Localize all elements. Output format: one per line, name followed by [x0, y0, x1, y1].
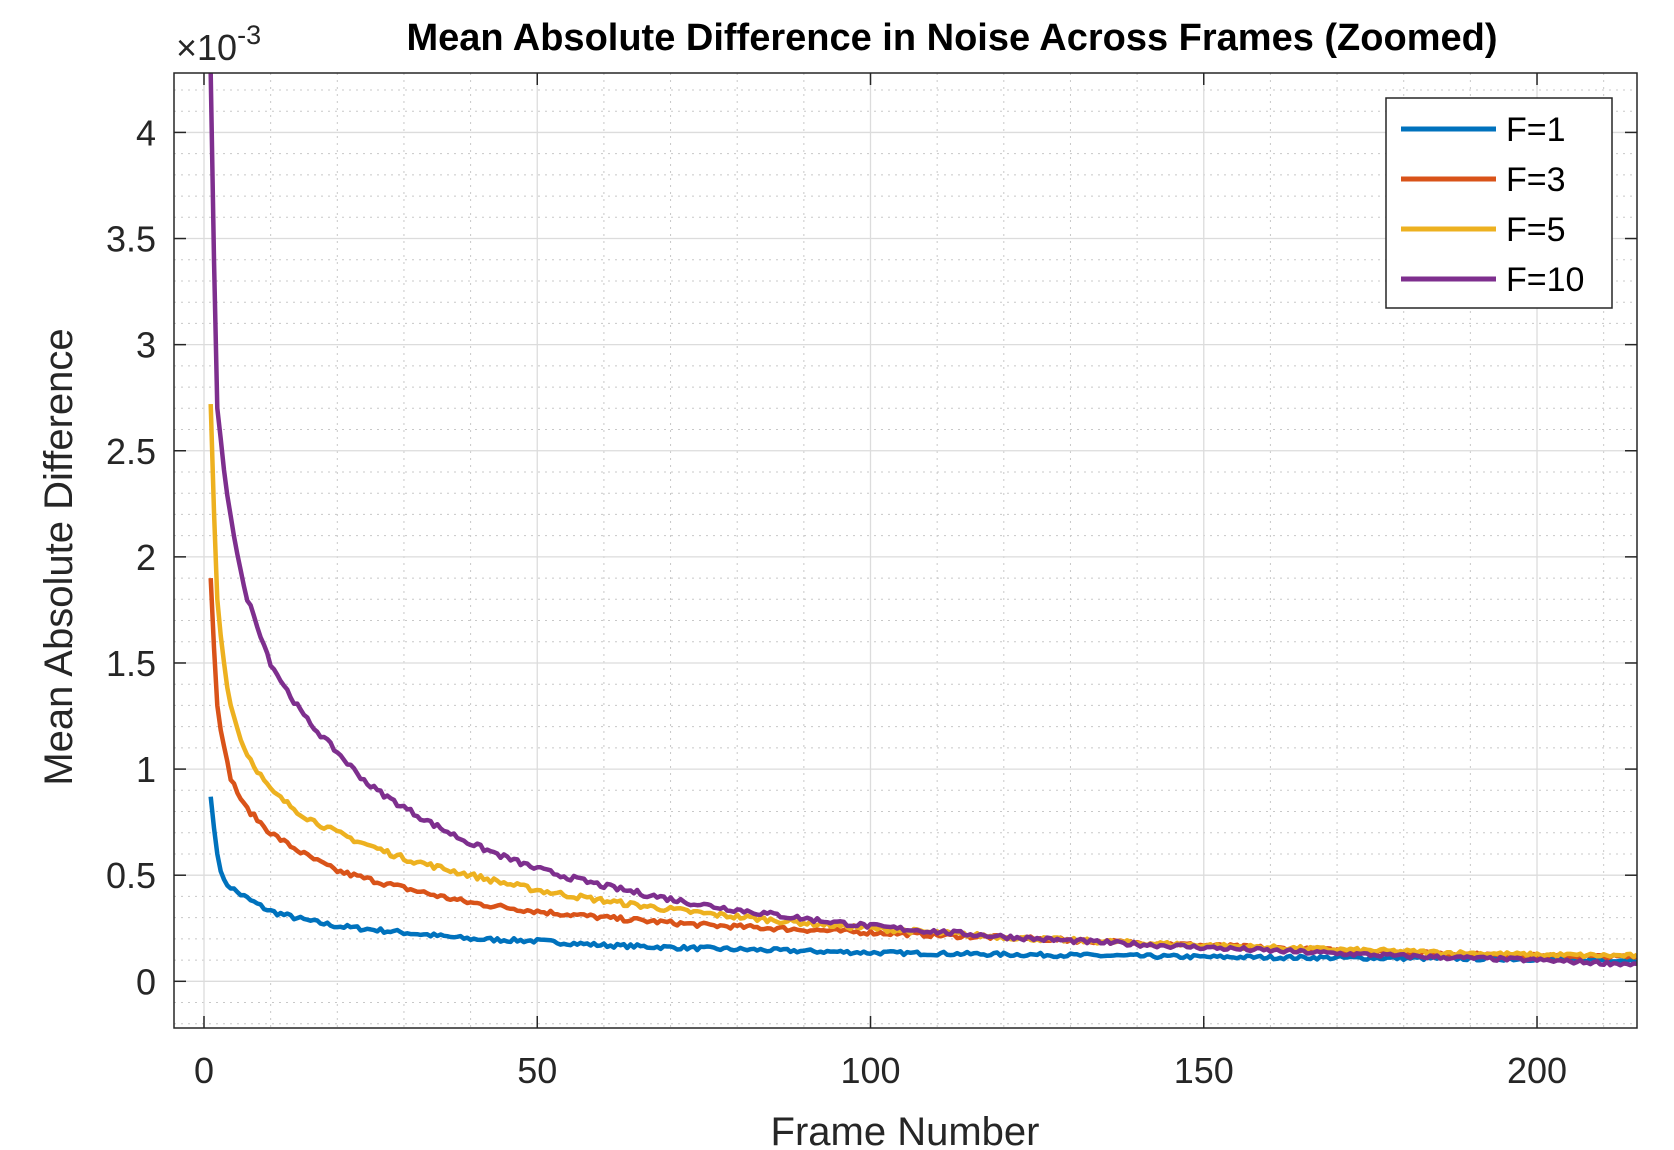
y-tick-label: 3.5	[106, 219, 156, 260]
x-tick-label: 100	[840, 1050, 900, 1091]
y-tick-label: 1.5	[106, 643, 156, 684]
series-lines	[208, 73, 1637, 968]
tick-labels: 0 50 100 150 200 0 0.5 1 1.5 2 2.5 3 3.5 4	[106, 112, 1567, 1091]
y-tick-label: 3	[136, 325, 156, 366]
y-tick-label: 0.5	[106, 855, 156, 896]
series-line-f1	[208, 796, 1637, 964]
legend-label: F=5	[1506, 211, 1566, 249]
exponent-base: ×10	[176, 27, 237, 68]
y-axis-label: Mean Absolute Difference	[37, 328, 81, 785]
series-line-f10	[208, 73, 1637, 968]
svg-text:×10-3: ×10-3	[176, 20, 261, 68]
exponent-power: -3	[237, 20, 261, 50]
x-tick-label: 50	[517, 1050, 557, 1091]
legend-label: F=1	[1506, 111, 1566, 149]
y-tick-label: 2	[136, 537, 156, 578]
y-tick-label: 4	[136, 112, 156, 153]
chart-title: Mean Absolute Difference in Noise Across…	[407, 17, 1498, 59]
x-tick-label: 200	[1507, 1050, 1567, 1091]
x-tick-label: 0	[194, 1050, 214, 1091]
legend-box	[1385, 97, 1613, 309]
y-tick-label: 1	[136, 749, 156, 790]
legend: F=1 F=3 F=5 F=10	[1385, 97, 1613, 309]
legend-label: F=10	[1506, 261, 1584, 299]
axis-exponent: ×10-3	[176, 20, 261, 68]
x-axis-label: Frame Number	[771, 1110, 1040, 1150]
axes-frame	[173, 72, 1638, 1029]
y-tick-label: 2.5	[106, 431, 156, 472]
y-tick-label: 0	[136, 961, 156, 1002]
legend-label: F=3	[1506, 161, 1566, 199]
axes-box	[173, 72, 1638, 1029]
x-tick-label: 150	[1174, 1050, 1234, 1091]
